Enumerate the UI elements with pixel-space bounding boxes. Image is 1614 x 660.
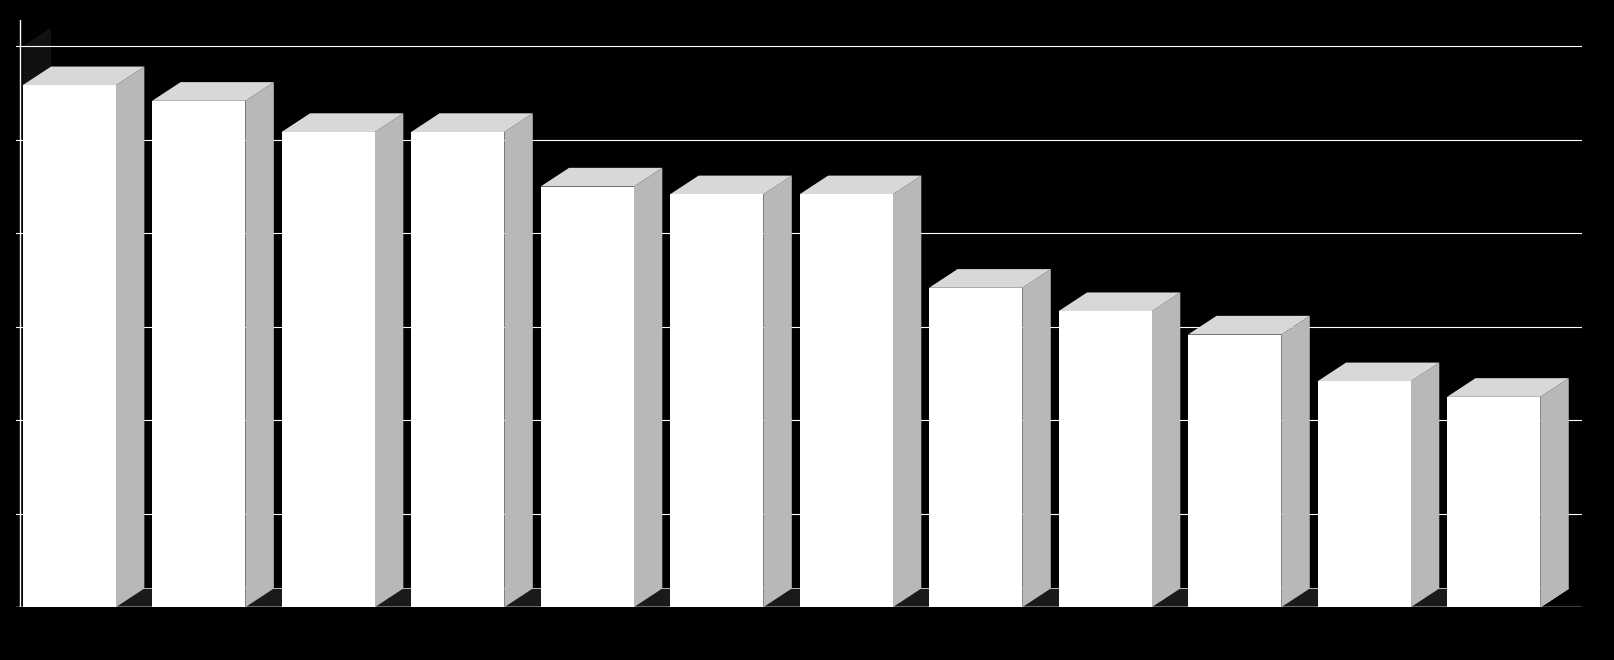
Polygon shape: [23, 28, 52, 607]
Polygon shape: [152, 82, 274, 101]
Polygon shape: [412, 114, 533, 132]
Polygon shape: [763, 176, 792, 607]
Bar: [799, 194, 893, 607]
Bar: [670, 194, 763, 607]
Bar: [1188, 335, 1282, 607]
Bar: [1059, 311, 1152, 607]
Polygon shape: [1282, 316, 1311, 607]
Polygon shape: [1540, 378, 1569, 607]
Bar: [412, 132, 504, 607]
Polygon shape: [799, 176, 922, 194]
Polygon shape: [541, 168, 662, 187]
Bar: [152, 101, 245, 607]
Polygon shape: [930, 269, 1051, 288]
Polygon shape: [1152, 292, 1180, 607]
Polygon shape: [281, 114, 404, 132]
Polygon shape: [245, 82, 274, 607]
Bar: [930, 288, 1022, 607]
Polygon shape: [1411, 362, 1440, 607]
Bar: [23, 85, 116, 607]
Polygon shape: [116, 67, 144, 607]
Polygon shape: [1448, 378, 1569, 397]
Polygon shape: [374, 114, 404, 607]
Bar: [541, 187, 634, 607]
Polygon shape: [23, 67, 144, 85]
Bar: [1448, 397, 1540, 607]
Polygon shape: [670, 176, 792, 194]
Polygon shape: [1059, 292, 1180, 311]
Polygon shape: [504, 114, 533, 607]
Bar: [1317, 381, 1411, 607]
Polygon shape: [634, 168, 662, 607]
Polygon shape: [1188, 316, 1311, 335]
Polygon shape: [1022, 269, 1051, 607]
Polygon shape: [893, 176, 922, 607]
Polygon shape: [23, 589, 1569, 607]
Polygon shape: [1317, 362, 1440, 381]
Bar: [281, 132, 374, 607]
